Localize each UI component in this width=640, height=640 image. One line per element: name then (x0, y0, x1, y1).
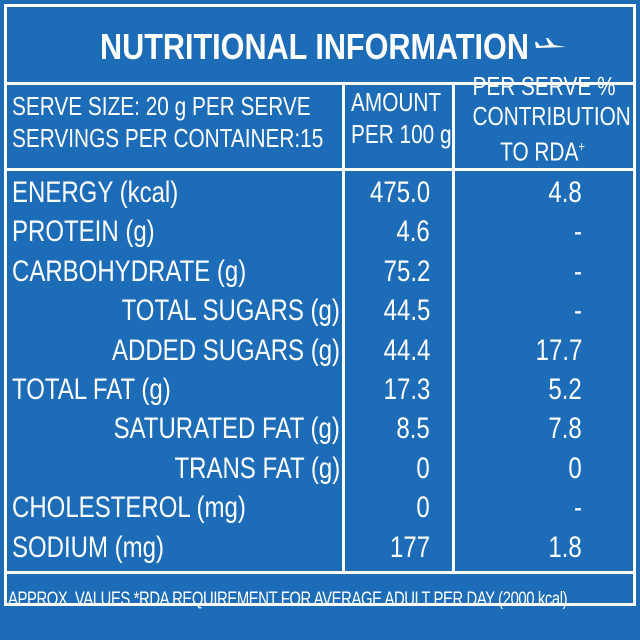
nutrient-label: PROTEIN (g) (12, 215, 155, 249)
nutrient-label: CHOLESTEROL (mg) (12, 491, 246, 525)
amount-per-100g: 0 (416, 491, 430, 525)
nutrient-label: CARBOHYDRATE (g) (12, 254, 247, 288)
nutrient-label: TRANS FAT (g) (174, 451, 340, 485)
nutrient-label: SATURATED FAT (g) (113, 412, 340, 446)
amount-per-100g: 17.3 (383, 373, 430, 406)
rda-per-serve: 0 (568, 451, 582, 485)
amount-header: PER 100 g (351, 119, 452, 149)
servings: SERVINGS PER CONTAINER:15 (12, 123, 324, 153)
plane-icon (535, 38, 566, 48)
amount-header: AMOUNT (351, 87, 442, 117)
amount-per-100g: 0 (416, 451, 430, 485)
rule (4, 571, 633, 574)
column-rule (452, 82, 455, 572)
rda-header: PER SERVE % (472, 71, 616, 101)
amount-per-100g: 44.5 (383, 294, 430, 328)
rule (4, 168, 633, 171)
rda-per-serve: - (574, 215, 582, 249)
rda-per-serve: 1.8 (548, 530, 582, 564)
rda-header: CONTRIBUTION (472, 101, 631, 131)
rda-header: TO RDA+ (473, 132, 613, 166)
amount-per-100g: 4.6 (396, 215, 430, 249)
serve-size: SERVE SIZE: 20 g PER SERVE (12, 91, 311, 121)
rda-text: TO RDA (500, 136, 579, 167)
footer: APPROX. VALUES *RDA REQUIREMENT FOR AVER… (8, 589, 568, 610)
column-rule (342, 82, 345, 572)
amount-per-100g: 44.4 (383, 333, 430, 367)
nutrient-label: SODIUM (mg) (12, 530, 164, 564)
nutrient-label: TOTAL SUGARS (g) (121, 294, 340, 328)
nutrient-label: ADDED SUGARS (g) (111, 333, 340, 367)
amount-per-100g: 475.0 (369, 176, 430, 209)
rda-mark: + (578, 138, 585, 154)
title: NUTRITIONAL INFORMATION (100, 26, 529, 67)
rda-per-serve: - (574, 294, 582, 328)
rda-per-serve: 7.8 (548, 412, 582, 446)
nutrient-label: TOTAL FAT (g) (12, 373, 171, 406)
nutrient-label: ENERGY (kcal) (12, 176, 179, 209)
amount-per-100g: 8.5 (396, 412, 430, 446)
rda-per-serve: 4.8 (548, 176, 582, 209)
rda-per-serve: 5.2 (548, 373, 582, 406)
rda-per-serve: - (574, 254, 582, 288)
rule (4, 82, 633, 85)
amount-per-100g: 177 (389, 530, 430, 564)
outer-border (4, 4, 636, 606)
rda-per-serve: - (574, 491, 582, 525)
amount-per-100g: 75.2 (383, 254, 430, 288)
rda-per-serve: 17.7 (535, 333, 582, 367)
